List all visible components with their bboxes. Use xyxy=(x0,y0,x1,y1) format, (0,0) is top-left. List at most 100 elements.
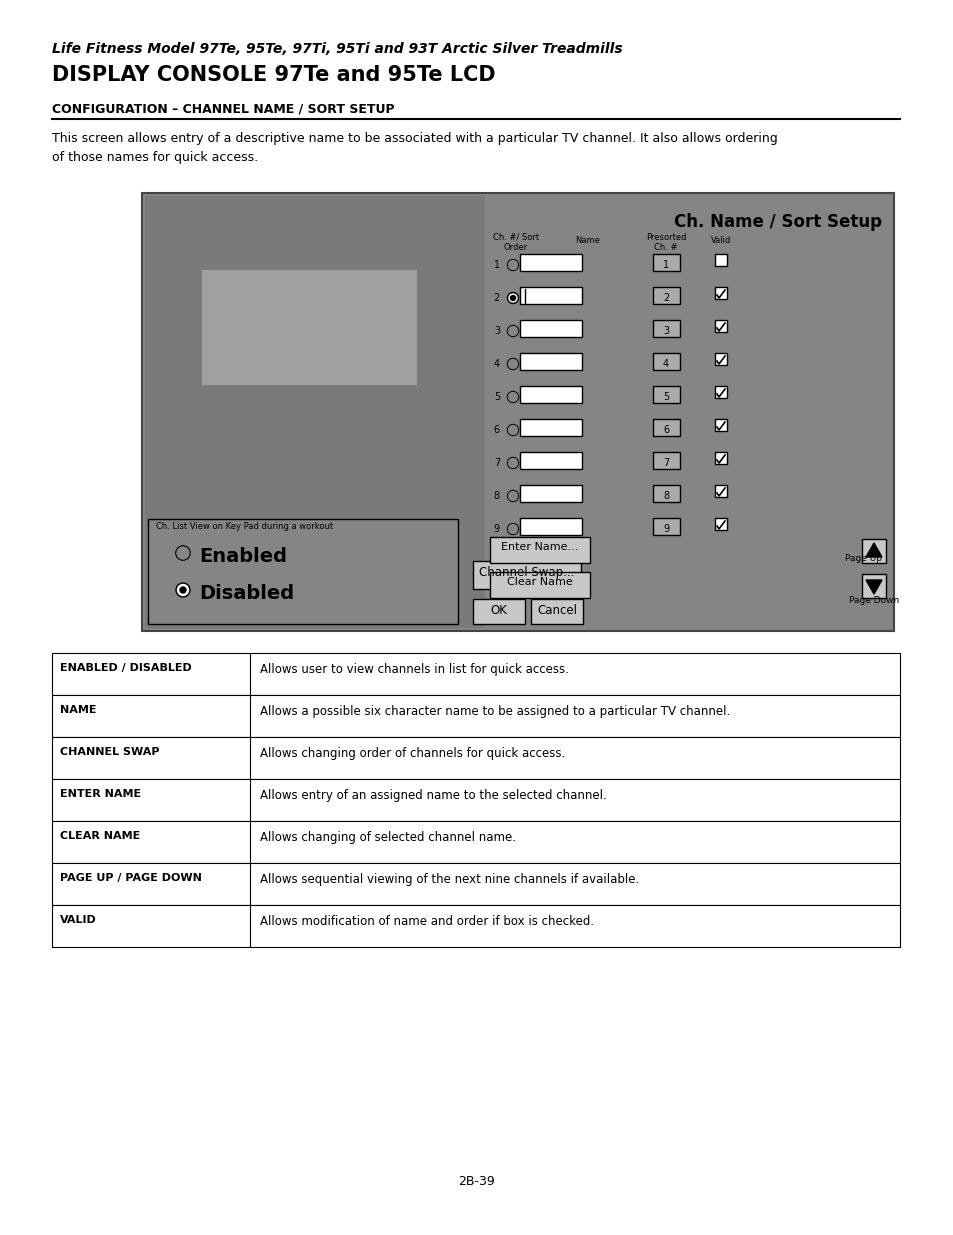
Text: 1: 1 xyxy=(494,261,499,270)
Bar xyxy=(148,519,457,624)
Text: Allows changing order of channels for quick access.: Allows changing order of channels for qu… xyxy=(260,747,565,760)
Bar xyxy=(52,653,899,695)
Bar xyxy=(714,320,726,332)
Text: 1: 1 xyxy=(662,261,668,270)
Text: Ch. List View on Key Pad during a workout: Ch. List View on Key Pad during a workou… xyxy=(156,522,333,531)
Bar xyxy=(490,572,589,598)
Bar xyxy=(473,599,524,624)
Circle shape xyxy=(508,326,517,336)
Text: Valid: Valid xyxy=(710,236,730,245)
Text: 4: 4 xyxy=(494,359,499,369)
Bar xyxy=(714,485,726,496)
Text: Channel Swap...: Channel Swap... xyxy=(478,566,574,579)
Bar xyxy=(52,779,899,821)
Text: 6: 6 xyxy=(662,425,668,435)
Text: 7: 7 xyxy=(494,458,499,468)
Text: Clear Name: Clear Name xyxy=(507,577,572,587)
Bar xyxy=(202,270,416,385)
Bar xyxy=(52,821,899,863)
Text: CHANNEL SWAP: CHANNEL SWAP xyxy=(60,747,159,757)
Bar xyxy=(862,538,885,563)
Text: NAME: NAME xyxy=(60,705,96,715)
Text: This screen allows entry of a descriptive name to be associated with a particula: This screen allows entry of a descriptiv… xyxy=(52,132,777,164)
Bar xyxy=(490,537,589,563)
Bar xyxy=(714,353,726,366)
Bar xyxy=(652,452,679,469)
Text: Page Up: Page Up xyxy=(844,555,882,563)
Circle shape xyxy=(508,492,517,500)
Text: Ch. #/ Sort
Order: Ch. #/ Sort Order xyxy=(493,233,538,252)
Bar xyxy=(652,254,679,270)
Text: 5: 5 xyxy=(662,391,668,403)
Bar xyxy=(652,485,679,501)
Bar xyxy=(52,737,899,779)
Text: Allows entry of an assigned name to the selected channel.: Allows entry of an assigned name to the … xyxy=(260,789,606,802)
Bar xyxy=(714,419,726,431)
Bar xyxy=(519,517,581,535)
Circle shape xyxy=(508,426,517,435)
Bar xyxy=(52,863,899,905)
Bar xyxy=(714,287,726,299)
Text: 9: 9 xyxy=(494,524,499,534)
Circle shape xyxy=(508,261,517,269)
Bar xyxy=(531,599,582,624)
Text: 8: 8 xyxy=(662,492,668,501)
Text: Ch. Name / Sort Setup: Ch. Name / Sort Setup xyxy=(673,212,882,231)
Bar xyxy=(519,254,581,270)
Text: 7: 7 xyxy=(662,458,668,468)
Bar xyxy=(714,387,726,398)
Text: OK: OK xyxy=(490,604,507,618)
Bar xyxy=(519,452,581,469)
Circle shape xyxy=(507,293,518,304)
Bar xyxy=(519,287,581,304)
Bar xyxy=(145,196,484,629)
Bar xyxy=(519,485,581,501)
Text: Allows modification of name and order if box is checked.: Allows modification of name and order if… xyxy=(260,915,594,927)
Text: Allows sequential viewing of the next nine channels if available.: Allows sequential viewing of the next ni… xyxy=(260,873,639,885)
Circle shape xyxy=(508,393,517,401)
Circle shape xyxy=(509,294,517,303)
Circle shape xyxy=(510,295,515,300)
Text: 5: 5 xyxy=(494,391,499,403)
Circle shape xyxy=(180,587,186,593)
Text: 2B-39: 2B-39 xyxy=(458,1174,495,1188)
Polygon shape xyxy=(865,580,882,594)
Bar xyxy=(714,254,726,266)
Bar xyxy=(473,561,580,589)
Text: DISPLAY CONSOLE 97Te and 95Te LCD: DISPLAY CONSOLE 97Te and 95Te LCD xyxy=(52,65,496,85)
Text: 3: 3 xyxy=(494,326,499,336)
Text: Enter Name...: Enter Name... xyxy=(500,542,578,552)
Text: ENTER NAME: ENTER NAME xyxy=(60,789,141,799)
Circle shape xyxy=(175,583,190,597)
Text: Disabled: Disabled xyxy=(199,584,294,603)
Circle shape xyxy=(508,359,517,368)
Text: CLEAR NAME: CLEAR NAME xyxy=(60,831,140,841)
Bar xyxy=(52,695,899,737)
Text: 2: 2 xyxy=(662,293,668,303)
Circle shape xyxy=(508,525,517,534)
Text: Allows a possible six character name to be assigned to a particular TV channel.: Allows a possible six character name to … xyxy=(260,705,729,718)
Text: Name: Name xyxy=(575,236,599,245)
Text: Enabled: Enabled xyxy=(199,547,287,566)
Bar xyxy=(652,287,679,304)
Bar xyxy=(519,353,581,370)
Text: Life Fitness Model 97Te, 95Te, 97Ti, 95Ti and 93T Arctic Silver Treadmills: Life Fitness Model 97Te, 95Te, 97Ti, 95T… xyxy=(52,42,622,56)
Bar xyxy=(52,905,899,947)
Bar xyxy=(652,320,679,337)
Polygon shape xyxy=(865,543,882,557)
Bar xyxy=(652,419,679,436)
Text: 6: 6 xyxy=(494,425,499,435)
Text: CONFIGURATION – CHANNEL NAME / SORT SETUP: CONFIGURATION – CHANNEL NAME / SORT SETU… xyxy=(52,103,395,115)
Bar xyxy=(519,320,581,337)
Bar xyxy=(519,419,581,436)
Bar xyxy=(652,517,679,535)
Bar xyxy=(862,574,885,598)
Text: 8: 8 xyxy=(494,492,499,501)
Text: Cancel: Cancel xyxy=(537,604,577,618)
Text: Allows changing of selected channel name.: Allows changing of selected channel name… xyxy=(260,831,516,844)
Text: Page Down: Page Down xyxy=(848,597,898,605)
Circle shape xyxy=(177,547,189,559)
Bar xyxy=(714,452,726,464)
Text: ENABLED / DISABLED: ENABLED / DISABLED xyxy=(60,663,192,673)
Bar xyxy=(519,387,581,403)
